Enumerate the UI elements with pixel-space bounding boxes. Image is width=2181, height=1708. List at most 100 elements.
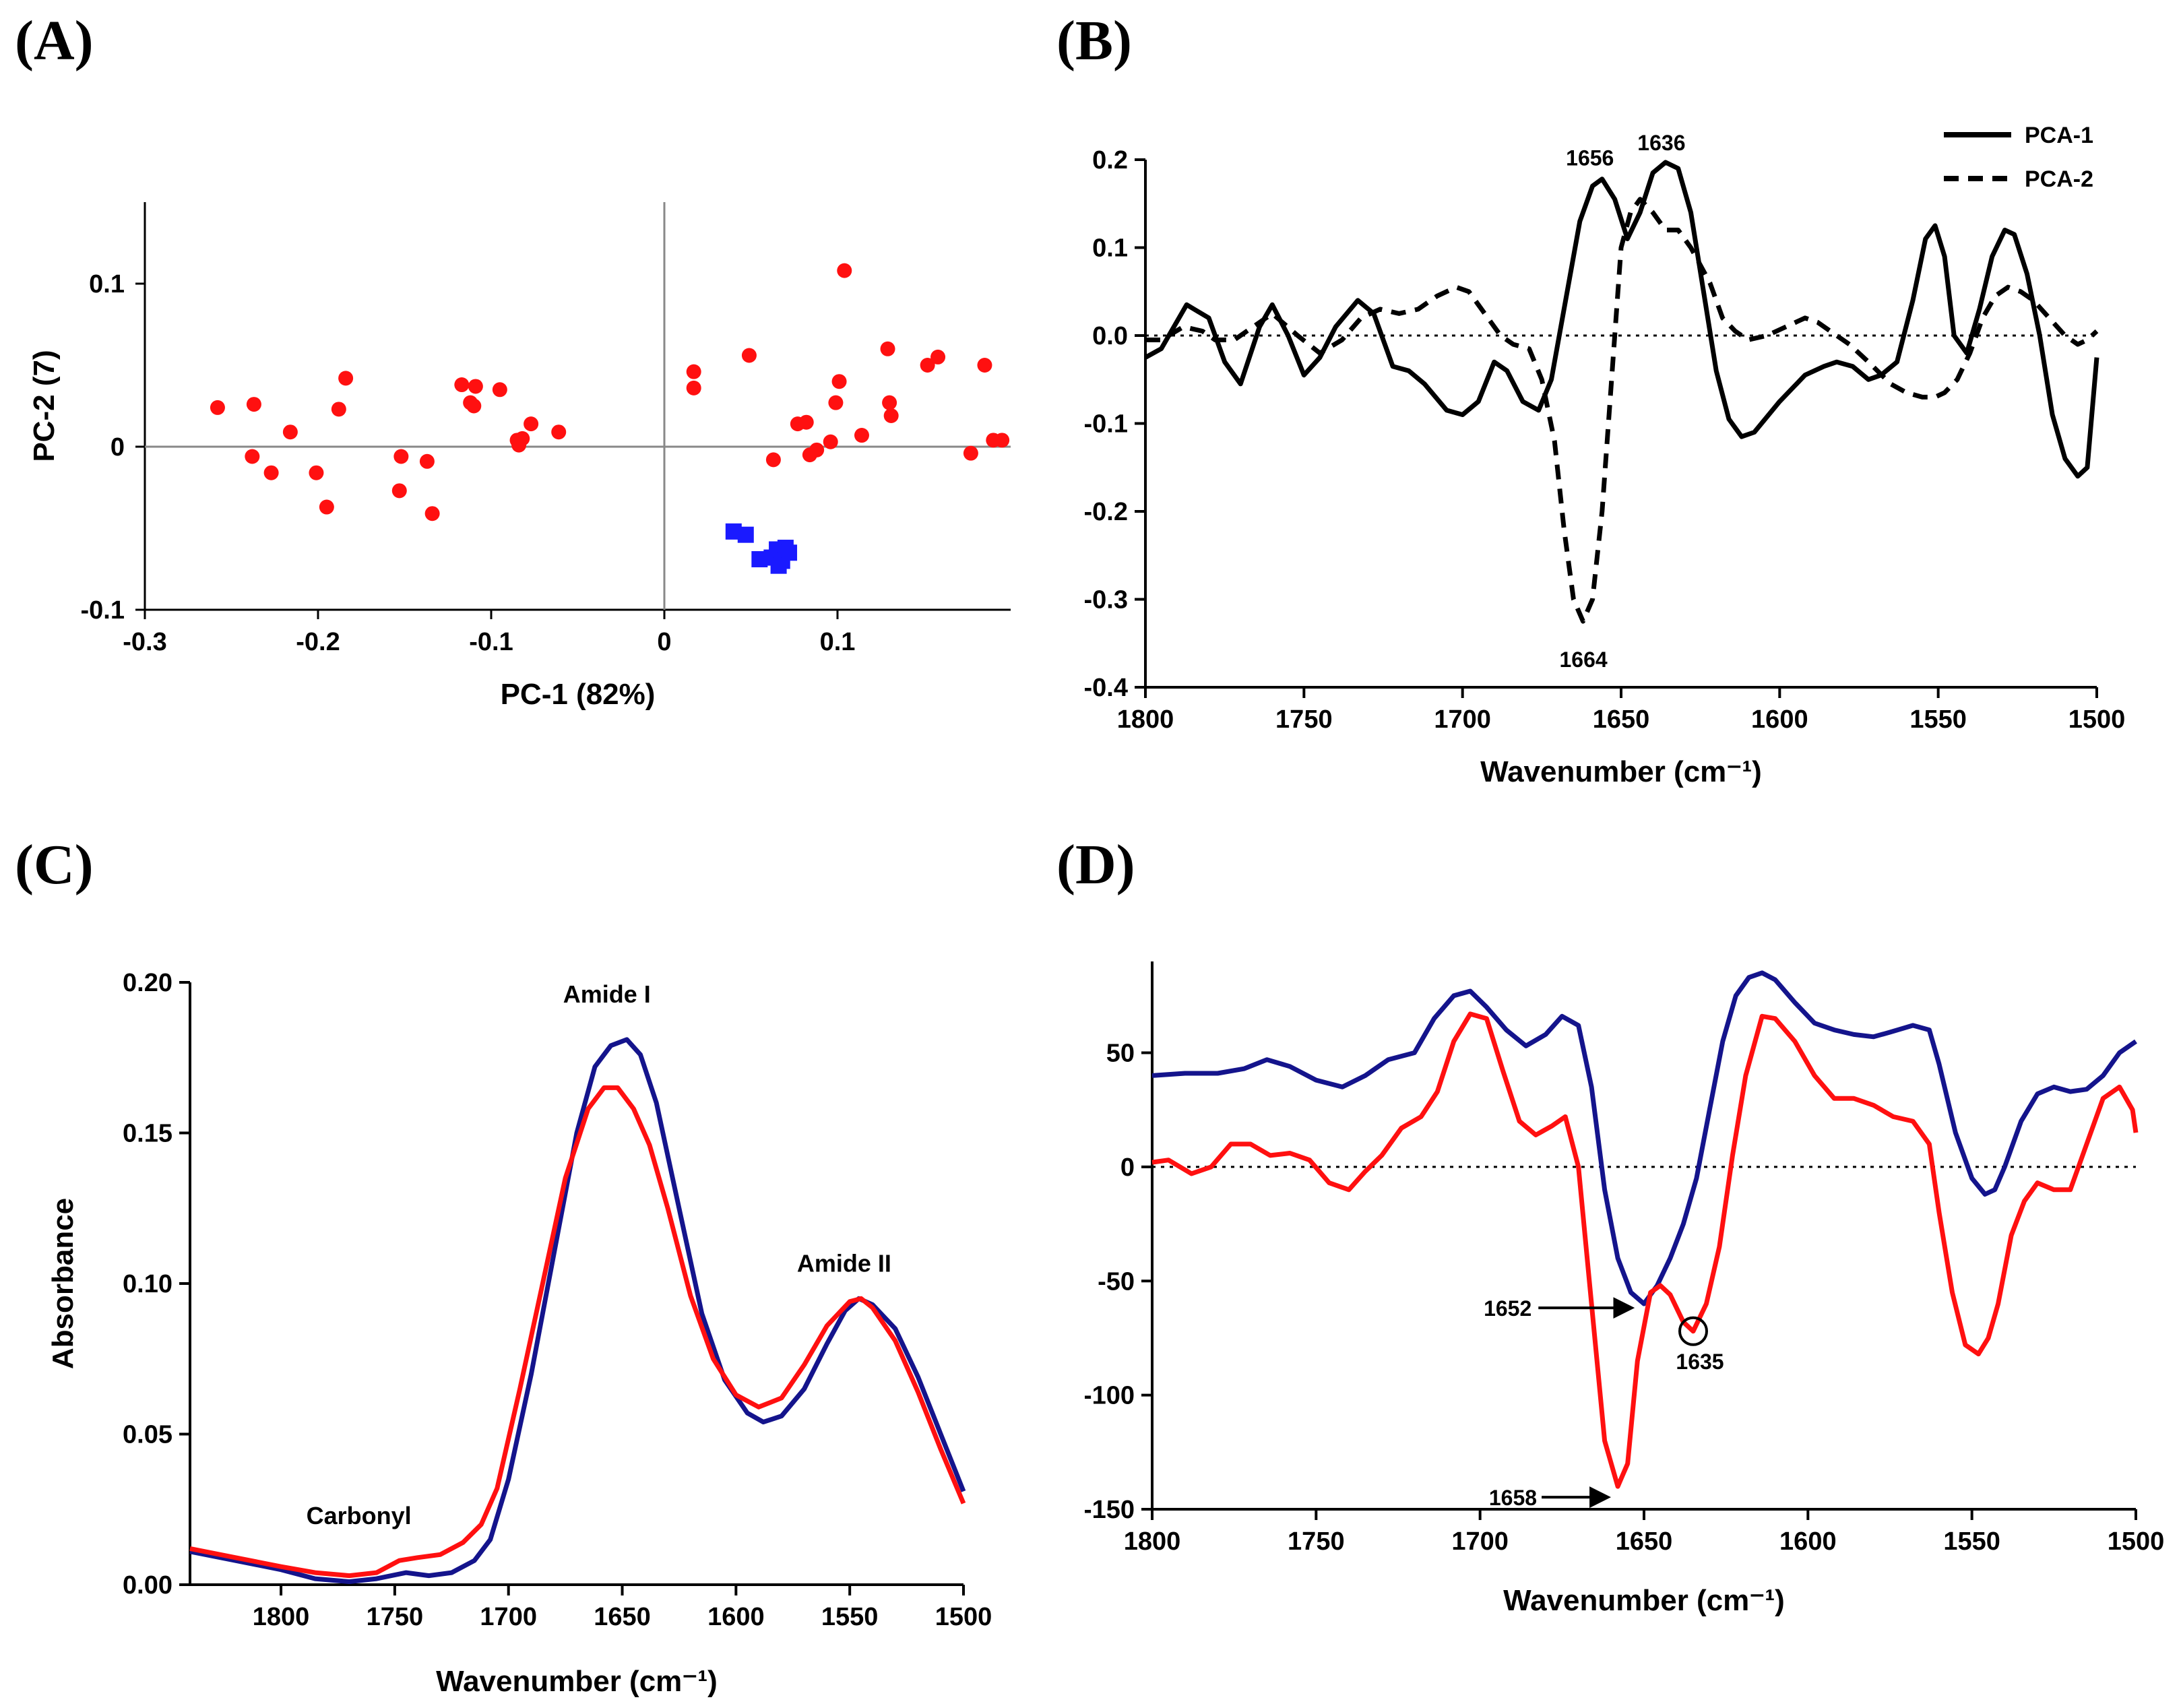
data-point — [930, 349, 946, 365]
data-point — [245, 449, 260, 464]
y-tick-label: 0 — [110, 433, 125, 462]
data-point — [424, 506, 440, 521]
y-tick-label: -0.4 — [1085, 674, 1128, 702]
x-tick-label: 1500 — [2068, 705, 2126, 734]
x-tick-label: 1800 — [1117, 705, 1174, 734]
y-tick-label: -150 — [1085, 1496, 1135, 1524]
peak-label: 1664 — [1560, 647, 1608, 672]
x-tick-label: 1500 — [2108, 1527, 2165, 1556]
x-tick-label: 0 — [657, 628, 671, 656]
data-point — [837, 263, 852, 278]
x-axis-label: Wavenumber (cm⁻¹) — [436, 1665, 718, 1698]
panel-label-b: (B) — [1056, 9, 1132, 72]
x-tick-label: -0.3 — [123, 628, 166, 656]
x-tick-label: 1750 — [367, 1603, 424, 1631]
y-axis-label: Absorbance — [46, 1198, 80, 1369]
data-point — [551, 424, 567, 440]
y-tick-label: 0.0 — [1092, 322, 1128, 350]
x-tick-label: 1700 — [1434, 705, 1491, 734]
y-tick-label: -0.2 — [1085, 498, 1128, 526]
y-tick-label: -0.3 — [1085, 586, 1128, 614]
panel-label-a: (A) — [15, 9, 94, 72]
y-tick-label: 0.1 — [89, 270, 125, 298]
annotation-carbonyl: Carbonyl — [307, 1502, 412, 1529]
peak-label: 1656 — [1566, 146, 1614, 170]
x-tick-label: 1800 — [1124, 1527, 1181, 1556]
data-point — [492, 382, 507, 398]
series-line-blue — [189, 1037, 966, 1584]
data-point — [246, 397, 261, 412]
peak-label: 1652 — [1484, 1296, 1531, 1321]
x-tick-label: 1600 — [707, 1603, 765, 1631]
data-point — [282, 424, 298, 440]
data-point — [963, 445, 978, 461]
data-point — [737, 526, 754, 543]
x-tick-label: 1600 — [1779, 1527, 1837, 1556]
y-tick-label: 0.00 — [123, 1571, 172, 1600]
y-tick-label: -100 — [1085, 1382, 1135, 1410]
x-tick-label: 1500 — [935, 1603, 992, 1631]
y-tick-label: -0.1 — [1085, 410, 1128, 439]
x-tick-label: 1550 — [821, 1603, 879, 1631]
x-tick-label: -0.1 — [469, 628, 513, 656]
x-tick-label: 1750 — [1275, 705, 1333, 734]
data-point — [524, 416, 539, 432]
data-point — [466, 398, 482, 414]
chart-b-line: 0.2 0.1 0.0 -0.1 -0.2 -0.3 -0.4 1800 1750 1700 165… — [1085, 123, 2126, 788]
data-point — [419, 453, 435, 469]
y-tick-label: 0.10 — [123, 1270, 172, 1298]
data-point — [319, 499, 334, 515]
data-point — [770, 557, 787, 574]
series-line-blue — [1151, 970, 2137, 1306]
series-line-red — [1151, 1011, 2139, 1489]
panel-label-c: (C) — [15, 833, 94, 896]
data-point — [920, 358, 935, 373]
data-point — [994, 433, 1010, 448]
x-tick-label: 1550 — [1943, 1527, 2000, 1556]
data-point — [210, 400, 225, 415]
data-point — [515, 431, 530, 446]
peak-label: 1635 — [1676, 1350, 1724, 1374]
panel-label-d: (D) — [1056, 833, 1135, 896]
data-point — [338, 371, 354, 386]
y-tick-label: 0.20 — [123, 969, 172, 997]
x-tick-label: 1750 — [1288, 1527, 1345, 1556]
y-tick-label: 50 — [1106, 1040, 1135, 1068]
x-tick-label: 1700 — [1451, 1527, 1509, 1556]
data-point — [823, 434, 838, 449]
y-axis-label: PC-2 (7) — [28, 350, 61, 462]
data-point — [741, 348, 757, 363]
x-tick-label: 1650 — [1616, 1527, 1673, 1556]
x-tick-label: 1550 — [1909, 705, 1967, 734]
legend-label: PCA-2 — [2025, 166, 2093, 192]
data-point — [828, 395, 844, 410]
legend-label: PCA-1 — [2025, 123, 2093, 148]
data-point — [331, 402, 346, 417]
data-point — [882, 395, 897, 410]
data-point — [883, 408, 899, 424]
y-tick-label: 0.1 — [1092, 234, 1128, 263]
annotation-amide-ii: Amide II — [797, 1249, 891, 1277]
series-line-pca-2 — [1145, 197, 2099, 624]
data-point — [854, 428, 869, 443]
x-tick-label: 1600 — [1751, 705, 1808, 734]
chart-a-scatter: -0.1 0 0.1 -0.3 -0.2 -0.1 0 0.1 PC-1 (82%) PC-2 (… — [28, 202, 1011, 711]
data-point — [809, 442, 825, 457]
peak-label: 1636 — [1637, 131, 1685, 155]
data-point — [391, 483, 407, 499]
y-tick-label: -50 — [1098, 1267, 1135, 1296]
data-point — [765, 452, 781, 468]
data-point — [454, 377, 470, 393]
y-tick-label: 0.05 — [123, 1421, 172, 1449]
y-tick-label: 0 — [1120, 1153, 1135, 1182]
y-tick-label: 0.15 — [123, 1120, 172, 1148]
data-point — [393, 449, 409, 464]
data-point — [880, 341, 895, 356]
x-tick-label: 1800 — [253, 1603, 310, 1631]
data-point — [686, 380, 701, 396]
series-line-pca-1 — [1144, 160, 2099, 479]
series-line-red — [189, 1085, 966, 1579]
y-tick-label: 0.2 — [1092, 146, 1128, 175]
x-axis-label: Wavenumber (cm⁻¹) — [1503, 1584, 1785, 1617]
data-point — [977, 358, 992, 373]
